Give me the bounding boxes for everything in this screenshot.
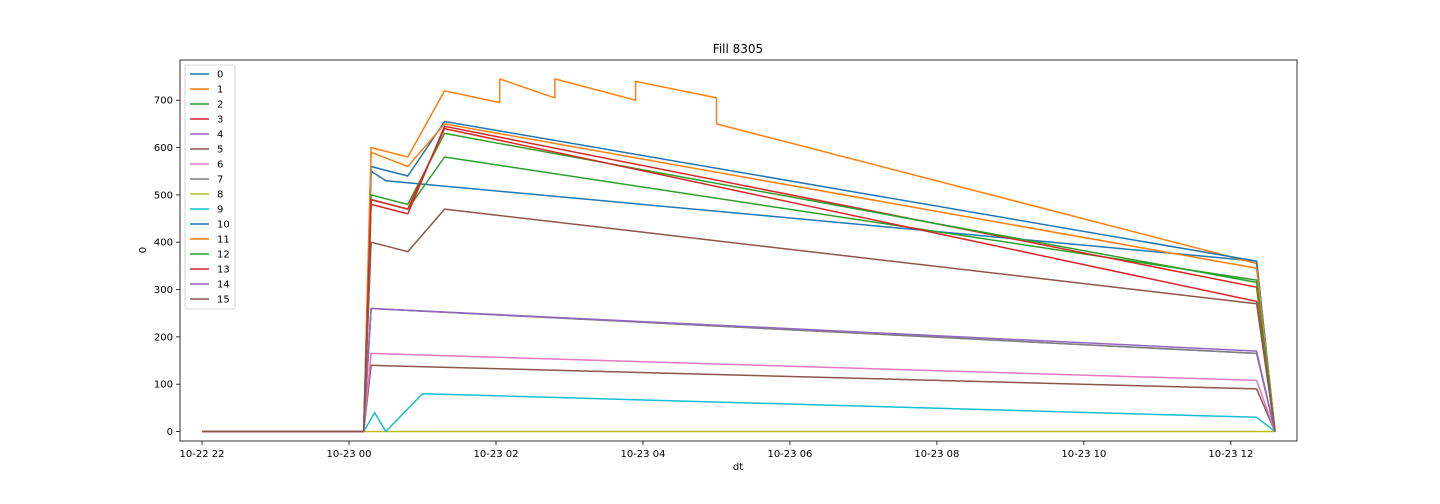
legend-label: 9 bbox=[217, 205, 223, 216]
legend-label: 3 bbox=[217, 115, 223, 126]
x-tick-label: 10-23 10 bbox=[1061, 449, 1106, 460]
chart-title: Fill 8305 bbox=[713, 42, 763, 56]
legend-label: 12 bbox=[217, 250, 230, 261]
x-tick-label: 10-23 08 bbox=[914, 449, 959, 460]
series-layer bbox=[202, 78, 1276, 433]
x-tick-label: 10-23 02 bbox=[474, 449, 519, 460]
x-tick-label: 10-23 06 bbox=[767, 449, 812, 460]
legend-label: 6 bbox=[217, 160, 223, 171]
legend-label: 15 bbox=[217, 295, 230, 306]
legend-label: 14 bbox=[217, 280, 230, 291]
x-tick-label: 10-22 22 bbox=[180, 449, 225, 460]
y-axis: 0 100 200 300 400 500 600 700 bbox=[154, 96, 180, 438]
y-tick-label: 600 bbox=[154, 143, 173, 154]
y-tick-label: 300 bbox=[154, 285, 173, 296]
legend-label: 0 bbox=[217, 70, 223, 81]
y-tick-label: 200 bbox=[154, 332, 173, 343]
y-tick-label: 100 bbox=[154, 380, 173, 391]
x-tick-label: 10-23 04 bbox=[620, 449, 665, 460]
legend-label: 5 bbox=[217, 145, 223, 156]
legend-label: 13 bbox=[217, 265, 230, 276]
x-tick-label: 10-23 12 bbox=[1208, 449, 1253, 460]
x-tick-label: 10-23 00 bbox=[327, 449, 372, 460]
series-line-1 bbox=[202, 78, 1276, 433]
axes-frame bbox=[179, 59, 1298, 442]
y-tick-label: 400 bbox=[154, 238, 173, 249]
legend-label: 7 bbox=[217, 175, 223, 186]
y-tick-label: 0 bbox=[167, 427, 173, 438]
x-axis: 10-22 22 10-23 00 10-23 02 10-23 04 10-23 06… bbox=[180, 441, 1253, 460]
legend-label: 2 bbox=[217, 100, 223, 111]
legend-label: 8 bbox=[217, 190, 223, 201]
y-tick-label: 500 bbox=[154, 190, 173, 201]
legend-label: 4 bbox=[217, 130, 223, 141]
y-tick-label: 700 bbox=[154, 96, 173, 107]
y-axis-label: 0 bbox=[138, 247, 149, 253]
legend-box bbox=[184, 64, 236, 310]
legend-label: 10 bbox=[217, 220, 230, 231]
series-line-15 bbox=[202, 208, 1276, 433]
legend-label: 1 bbox=[217, 85, 223, 96]
x-axis-label: dt bbox=[733, 462, 743, 473]
legend-label: 11 bbox=[217, 235, 230, 246]
